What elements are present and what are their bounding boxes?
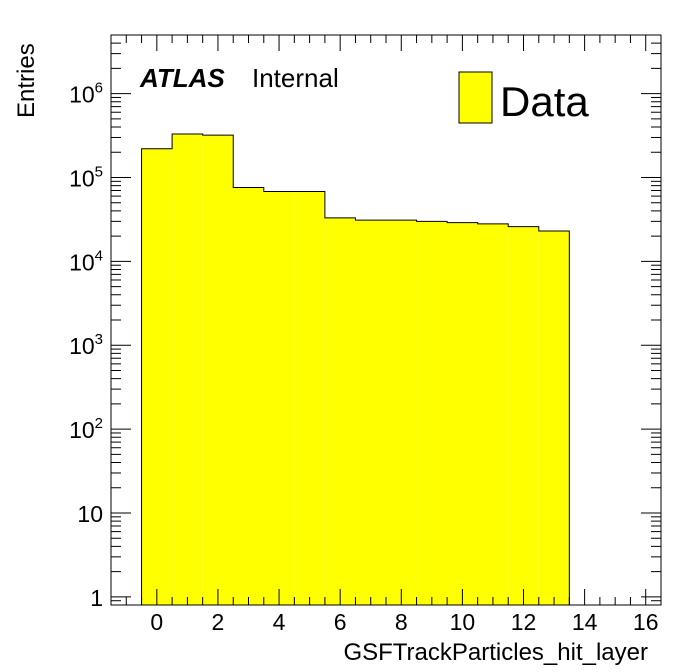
y-tick-label-base: 10 [77, 501, 103, 527]
histogram-bar [538, 231, 570, 605]
legend-label: Data [500, 78, 589, 125]
x-tick-label: 16 [633, 609, 659, 635]
y-tick-label: 106 [69, 80, 103, 108]
y-tick-label: 104 [69, 247, 103, 275]
x-tick-label: 12 [511, 609, 537, 635]
legend-swatch [458, 71, 493, 124]
x-tick-label: 6 [334, 609, 347, 635]
y-tick-label: 1 [90, 585, 103, 611]
y-tick-label-exponent: 3 [95, 331, 103, 348]
histogram-bar [477, 223, 509, 605]
x-tick-label: 14 [572, 609, 598, 635]
y-axis-ticks [111, 34, 661, 606]
y-tick-label-exponent: 6 [95, 80, 103, 97]
y-tick-label-base: 10 [69, 166, 95, 192]
histogram-bar [202, 135, 234, 606]
y-tick-label: 102 [69, 415, 103, 443]
atlas-bold-label: ATLAS [139, 63, 225, 93]
y-tick-label-base: 1 [90, 585, 103, 611]
y-tick-label-exponent: 4 [95, 247, 103, 264]
y-tick-label: 10 [77, 501, 103, 527]
y-axis-label: Entries [13, 43, 40, 118]
histogram-bar [172, 134, 203, 605]
atlas-label: ATLAS Internal [139, 63, 339, 93]
histogram-bar [416, 221, 448, 605]
histogram-bar [263, 191, 295, 605]
y-tick-label-base: 10 [69, 333, 95, 359]
y-tick-label-exponent: 2 [95, 415, 103, 432]
histogram-bars [141, 133, 570, 606]
x-tick-label: 10 [450, 609, 476, 635]
atlas-status-label: Internal [252, 63, 339, 93]
histogram-bar [141, 148, 173, 605]
y-tick-label-exponent: 5 [95, 164, 103, 181]
y-tick-label: 103 [69, 331, 103, 359]
y-tick-label: 105 [69, 164, 103, 192]
histogram-bar [294, 191, 325, 605]
legend: Data [458, 71, 589, 125]
histogram-bar [386, 220, 417, 605]
x-tick-label: 8 [395, 609, 408, 635]
histogram-bar [508, 226, 539, 605]
histogram-outline [141, 133, 570, 605]
histogram-bar [355, 220, 386, 605]
x-axis-tick-labels: 0 2 4 6 8 10 12 14 16 [150, 609, 658, 635]
y-tick-label-base: 10 [69, 417, 95, 443]
x-tick-label: 2 [212, 609, 225, 635]
x-tick-label: 0 [150, 609, 163, 635]
histogram-bar [447, 222, 478, 606]
x-tick-label: 4 [273, 609, 286, 635]
x-axis-label: GSFTrackParticles_hit_layer [343, 639, 648, 666]
x-axis-ticks [110, 35, 662, 605]
y-tick-label-base: 10 [69, 82, 95, 108]
histogram-bar [324, 217, 356, 605]
histogram-bar [233, 187, 264, 605]
y-tick-label-base: 10 [69, 249, 95, 275]
